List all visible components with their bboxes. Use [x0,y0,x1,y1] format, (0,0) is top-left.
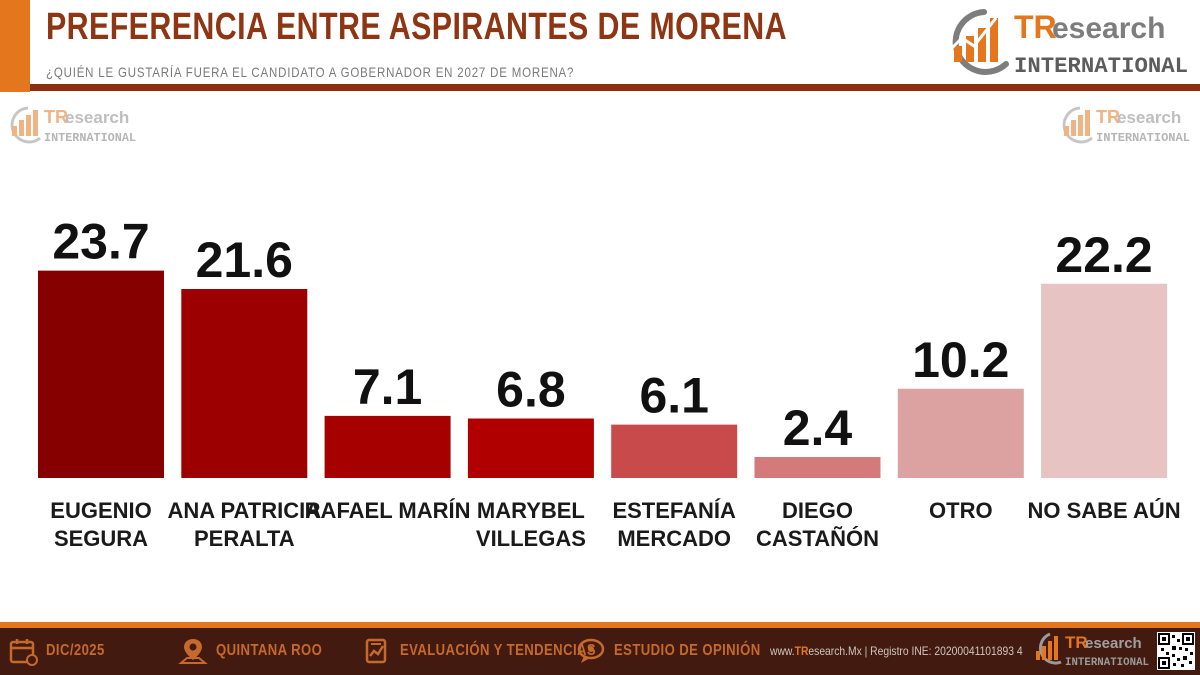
data-label: 10.2 [912,332,1009,388]
chart-subtitle: ¿QUIÉN LE GUSTARÍA FUERA EL CANDIDATO A … [46,64,575,80]
tresearch-watermark-right: TR esearch INTERNATIONAL [1062,106,1190,145]
footer-logo-tr: TR [1065,633,1088,652]
qr-code-icon[interactable] [1157,632,1195,670]
bar [181,289,308,478]
footer-study-label: ESTUDIO DE OPINIÓN [614,642,761,659]
bar [38,270,164,478]
footer-date: DIC/2025 [8,636,118,666]
logo-research: esearch [1052,12,1165,45]
calendar-icon [9,639,38,666]
footer-bar: DIC/2025 QUINTANA ROO EVALUACIÓN Y TENDE… [0,622,1200,675]
bar [467,418,594,478]
category-label: OTRO [929,498,993,523]
category-label: MERCADO [617,526,731,551]
watermark-tagline: INTERNATIONAL [1096,131,1190,145]
footer-web-rest: esearch.Mx [808,644,862,658]
data-label: 21.6 [196,232,293,288]
watermark-tagline: INTERNATIONAL [44,131,136,145]
bar [611,424,738,478]
page-title: PREFERENCIA ENTRE ASPIRANTES DE MORENA [46,6,787,48]
category-label: ESTEFANÍA [612,498,736,523]
footer-evaluation-label: EVALUACIÓN Y TENDENCIAS [400,642,597,659]
footer-date-label: DIC/2025 [46,642,105,659]
bar-chart: 23.7 EUGENIO SEGURA 21.6 ANA PATRICIA PERALTA… [38,214,1181,551]
footer-divider [0,622,1200,628]
clipboard-chart-icon [365,638,387,664]
header-divider [30,84,1200,91]
watermark-tr: TR [44,107,68,127]
data-label: 6.1 [639,368,709,424]
footer-study: ESTUDIO DE OPINIÓN [576,636,793,666]
footer-registry: | Registro INE: 20200041101893 4 [861,644,1023,658]
footer-logo-tagline: INTERNATIONAL [1065,657,1149,669]
map-pin-icon [178,639,208,664]
footer-web-prefix: www. [770,644,795,658]
category-label: VILLEGAS [476,526,586,551]
category-label: CASTAÑÓN [756,526,879,551]
bar [897,388,1024,478]
logo-tr: TR [1014,9,1057,45]
category-label: EUGENIO [50,498,151,523]
data-label: 7.1 [353,359,423,415]
watermark-research: esearch [1117,108,1181,127]
footer-web-tr: TR [794,644,809,658]
data-label: 2.4 [783,400,853,456]
footer-evaluation: EVALUACIÓN Y TENDENCIAS [362,636,639,666]
bar [324,415,451,478]
data-label: 6.8 [496,362,566,418]
footer-tresearch-logo: TR esearch INTERNATIONAL [1036,632,1149,669]
category-label: NO SABE AÚN [1027,498,1180,523]
watermark-research: esearch [65,108,129,127]
data-label: 22.2 [1055,227,1152,283]
tresearch-logo: TR esearch INTERNATIONAL [946,9,1188,78]
data-label: 23.7 [52,214,149,270]
category-label: DIEGO [782,498,853,523]
category-label: PERALTA [194,526,295,551]
footer-website: www.TResearch.Mx | Registro INE: 2020004… [770,644,1023,658]
footer-state-label: QUINTANA ROO [216,642,323,659]
category-label: MARYBEL [477,498,585,523]
watermark-tr: TR [1096,107,1120,127]
tresearch-watermark-left: TR esearch INTERNATIONAL [10,106,136,145]
footer-state: QUINTANA ROO [178,636,346,666]
speech-bubble-icon [577,638,605,663]
footer-logo-research: esearch [1085,635,1142,652]
category-label: ANA PATRICIA [168,498,322,523]
bar [754,457,881,478]
category-label: RAFAEL MARÍN [305,498,471,523]
header-accent-strip [0,0,30,92]
category-label: SEGURA [54,526,148,551]
logo-tagline: INTERNATIONAL [1014,54,1188,78]
bar [1041,283,1168,478]
